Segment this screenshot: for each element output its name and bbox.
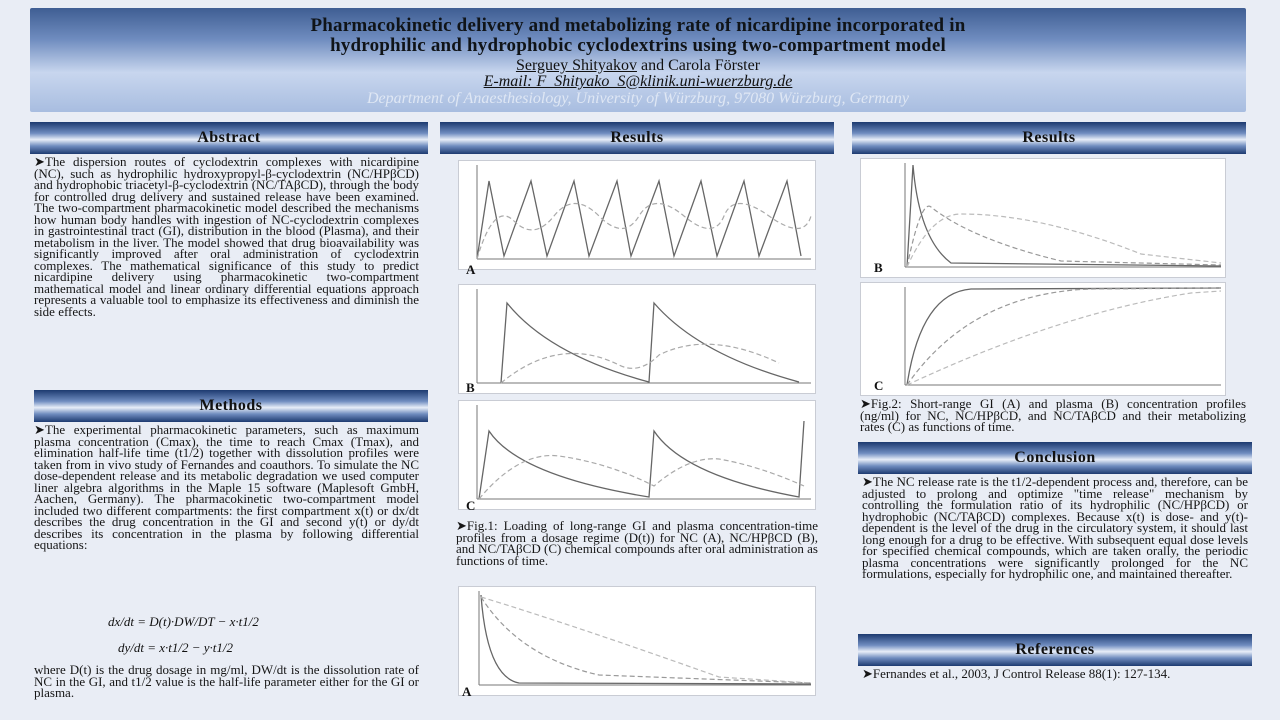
email-line: E-mail: F_Shityako_S@klinik.uni-wuerzbur… <box>483 73 793 90</box>
results-heading-mid: Results <box>440 122 834 154</box>
poster-header: Pharmacokinetic delivery and metabolizin… <box>30 8 1246 112</box>
fig2c-plot <box>904 287 1222 386</box>
fig2-label-a: A <box>462 684 472 699</box>
fig2-panel-c <box>860 282 1226 396</box>
poster-title-line1: Pharmacokinetic delivery and metabolizin… <box>310 15 966 36</box>
fig1-panel-b <box>458 284 816 394</box>
fig2a-plot <box>478 591 812 686</box>
fig2-caption: ➤Fig.2: Short-range GI (A) and plasma (B… <box>860 398 1246 434</box>
fig2-label-b: B <box>874 260 883 275</box>
abstract-heading: Abstract <box>30 122 428 154</box>
authors: Serguey Shityakov and Carola Förster <box>30 58 1246 74</box>
author-secondary: and Carola Förster <box>636 57 761 74</box>
fig1-label-b: B <box>466 380 475 395</box>
fig1a-plot <box>476 165 812 260</box>
methods-text-2: where D(t) is the drug dosage in mg/ml, … <box>34 664 419 700</box>
fig1b-plot <box>476 289 811 384</box>
fig2-label-c: C <box>874 378 884 393</box>
fig1-label-c: C <box>466 498 476 513</box>
references-heading: References <box>858 634 1252 666</box>
equation-2: dy/dt = x·t1/2 − y·t1/2 <box>118 640 234 655</box>
fig1-panel-c <box>458 400 816 510</box>
methods-text: ➤The experimental pharmacokinetic parame… <box>34 424 419 552</box>
fig2-panel-b <box>860 158 1226 278</box>
equation-1: dx/dt = D(t)·DW/DT − x·t1/2 <box>108 614 259 629</box>
department-line: Department of Anaesthesiology, Universit… <box>366 90 910 107</box>
results-heading-right: Results <box>852 122 1246 154</box>
author-primary: Serguey Shityakov <box>515 57 637 74</box>
methods-heading: Methods <box>34 390 428 422</box>
fig2-panel-a <box>458 586 816 696</box>
fig1-label-a: A <box>466 262 476 277</box>
fig1-caption: ➤Fig.1: Loading of long-range GI and pla… <box>456 520 818 568</box>
fig1-panel-a <box>458 160 816 270</box>
fig1c-plot <box>476 405 811 500</box>
references-text: ➤Fernandes et al., 2003, J Control Relea… <box>862 668 1171 681</box>
conclusion-text: ➤The NC release rate is the t1/2-depende… <box>862 476 1248 581</box>
fig2b-plot <box>904 163 1222 268</box>
poster-title-line2: hydrophilic and hydrophobic cyclodextrin… <box>330 35 946 56</box>
conclusion-heading: Conclusion <box>858 442 1252 474</box>
abstract-text: ➤The dispersion routes of cyclodextrin c… <box>34 156 419 319</box>
